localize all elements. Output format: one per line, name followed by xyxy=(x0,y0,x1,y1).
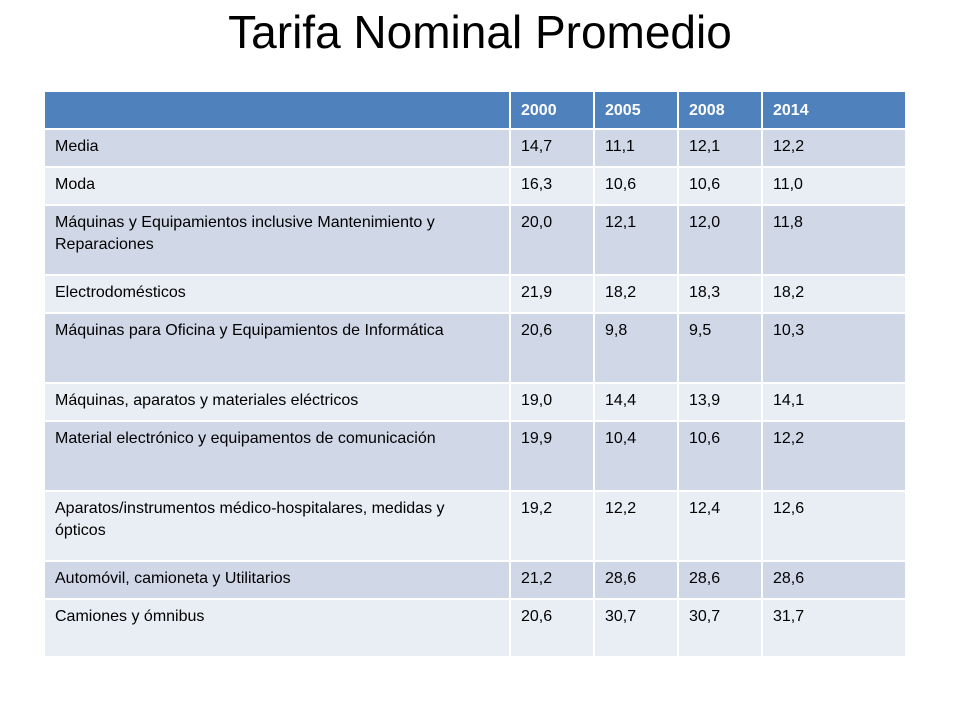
cell-value: 19,2 xyxy=(509,490,595,562)
row-label: Material electrónico y equipamentos de c… xyxy=(43,420,511,492)
cell-value: 11,8 xyxy=(761,204,907,276)
row-label: Moda xyxy=(43,166,511,206)
cell-value: 21,9 xyxy=(509,274,595,314)
cell-value: 19,0 xyxy=(509,382,595,422)
table-row: Camiones y ómnibus 20,6 30,7 30,7 31,7 xyxy=(43,598,907,658)
table-row: Aparatos/instrumentos médico-hospitalare… xyxy=(43,490,907,562)
cell-value: 18,2 xyxy=(593,274,679,314)
table-row: Media 14,7 11,1 12,1 12,2 xyxy=(43,128,907,168)
cell-value: 10,6 xyxy=(593,166,679,206)
tariff-table: 2000 2005 2008 2014 Media 14,7 11,1 12,1… xyxy=(43,90,907,658)
cell-value: 30,7 xyxy=(593,598,679,658)
column-header-label xyxy=(43,90,511,130)
row-label: Máquinas, aparatos y materiales eléctric… xyxy=(43,382,511,422)
cell-value: 12,2 xyxy=(761,420,907,492)
cell-value: 12,2 xyxy=(593,490,679,562)
cell-value: 10,6 xyxy=(677,166,763,206)
table-row: Máquinas, aparatos y materiales eléctric… xyxy=(43,382,907,422)
cell-value: 12,6 xyxy=(761,490,907,562)
cell-value: 11,0 xyxy=(761,166,907,206)
cell-value: 9,5 xyxy=(677,312,763,384)
row-label: Camiones y ómnibus xyxy=(43,598,511,658)
column-header-2005: 2005 xyxy=(593,90,679,130)
cell-value: 12,2 xyxy=(761,128,907,168)
column-header-2008: 2008 xyxy=(677,90,763,130)
cell-value: 20,6 xyxy=(509,598,595,658)
cell-value: 16,3 xyxy=(509,166,595,206)
cell-value: 10,3 xyxy=(761,312,907,384)
cell-value: 20,0 xyxy=(509,204,595,276)
cell-value: 12,1 xyxy=(677,128,763,168)
cell-value: 28,6 xyxy=(593,560,679,600)
cell-value: 28,6 xyxy=(761,560,907,600)
row-label: Máquinas para Oficina y Equipamientos de… xyxy=(43,312,511,384)
cell-value: 9,8 xyxy=(593,312,679,384)
row-label: Media xyxy=(43,128,511,168)
table-row: Moda 16,3 10,6 10,6 11,0 xyxy=(43,166,907,206)
cell-value: 14,4 xyxy=(593,382,679,422)
cell-value: 30,7 xyxy=(677,598,763,658)
column-header-2014: 2014 xyxy=(761,90,907,130)
row-label: Máquinas y Equipamientos inclusive Mante… xyxy=(43,204,511,276)
cell-value: 12,0 xyxy=(677,204,763,276)
cell-value: 12,4 xyxy=(677,490,763,562)
cell-value: 14,7 xyxy=(509,128,595,168)
row-label: Electrodomésticos xyxy=(43,274,511,314)
table-header-row: 2000 2005 2008 2014 xyxy=(43,90,907,130)
cell-value: 28,6 xyxy=(677,560,763,600)
page-title: Tarifa Nominal Promedio xyxy=(228,6,732,58)
cell-value: 10,4 xyxy=(593,420,679,492)
cell-value: 10,6 xyxy=(677,420,763,492)
cell-value: 21,2 xyxy=(509,560,595,600)
cell-value: 31,7 xyxy=(761,598,907,658)
cell-value: 19,9 xyxy=(509,420,595,492)
cell-value: 14,1 xyxy=(761,382,907,422)
cell-value: 20,6 xyxy=(509,312,595,384)
table-row: Electrodomésticos 21,9 18,2 18,3 18,2 xyxy=(43,274,907,314)
row-label: Aparatos/instrumentos médico-hospitalare… xyxy=(43,490,511,562)
table-row: Máquinas y Equipamientos inclusive Mante… xyxy=(43,204,907,276)
cell-value: 11,1 xyxy=(593,128,679,168)
table-row: Automóvil, camioneta y Utilitarios 21,2 … xyxy=(43,560,907,600)
cell-value: 18,3 xyxy=(677,274,763,314)
cell-value: 18,2 xyxy=(761,274,907,314)
row-label: Automóvil, camioneta y Utilitarios xyxy=(43,560,511,600)
table-row: Material electrónico y equipamentos de c… xyxy=(43,420,907,492)
cell-value: 12,1 xyxy=(593,204,679,276)
table-row: Máquinas para Oficina y Equipamientos de… xyxy=(43,312,907,384)
column-header-2000: 2000 xyxy=(509,90,595,130)
cell-value: 13,9 xyxy=(677,382,763,422)
